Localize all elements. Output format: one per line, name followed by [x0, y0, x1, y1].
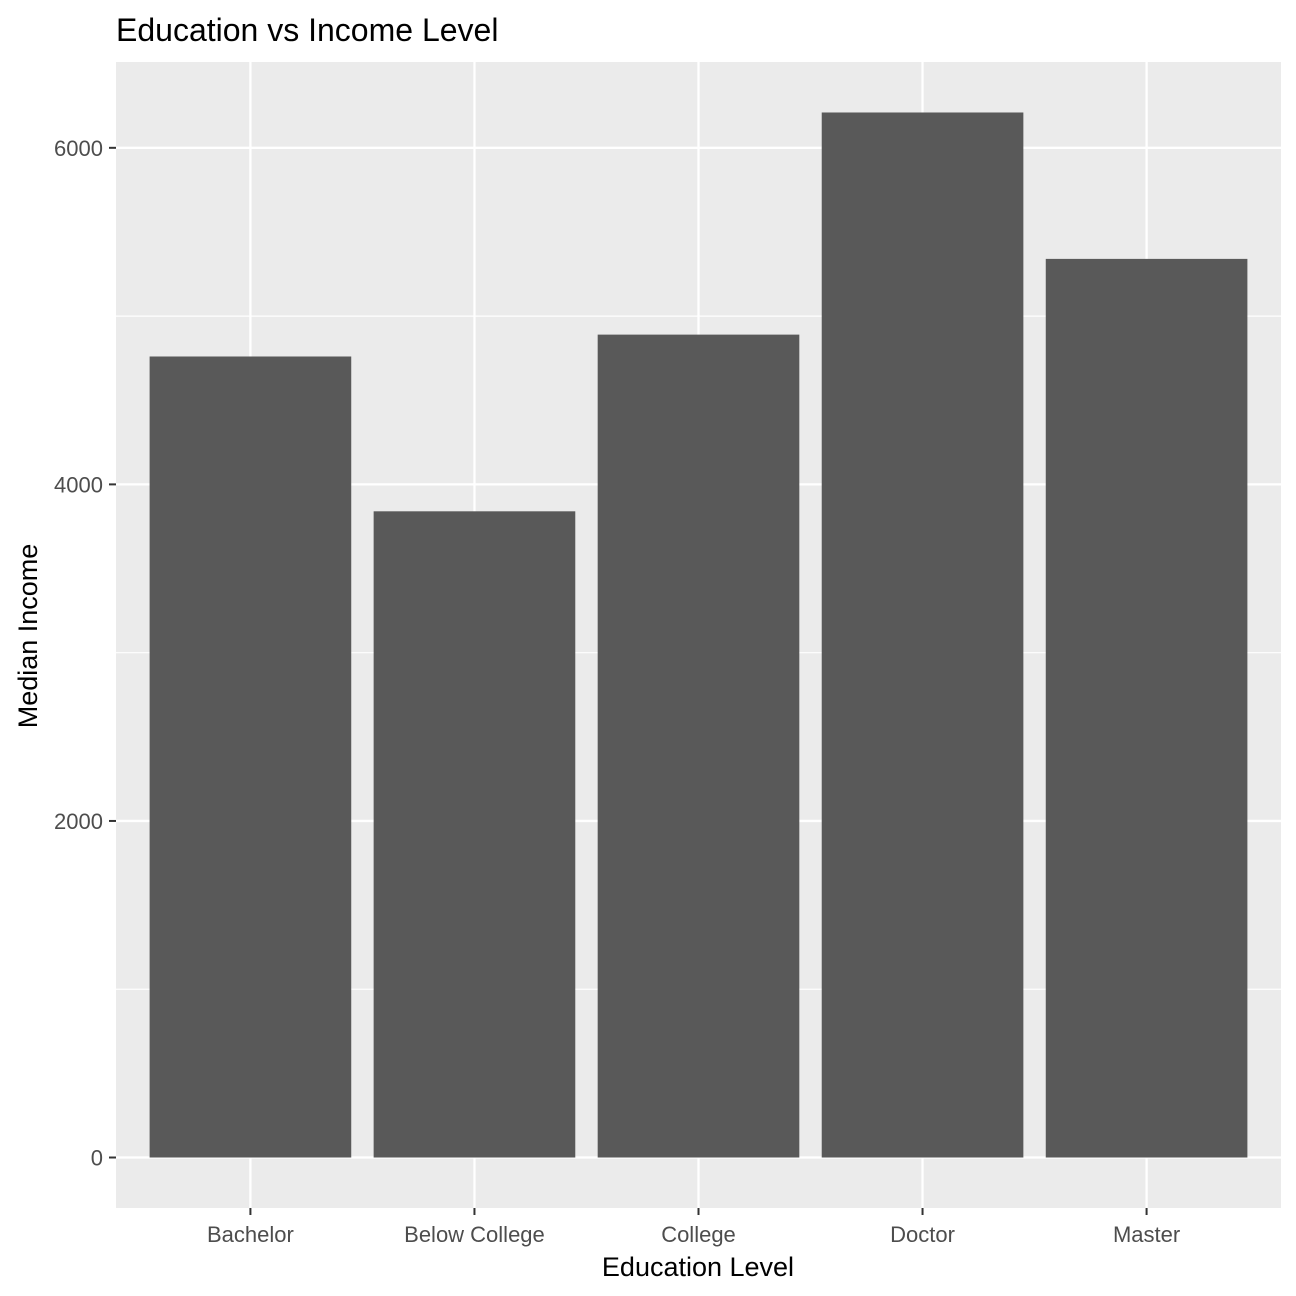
- bar-bachelor: [149, 356, 352, 1158]
- x-tick-label: Master: [1113, 1222, 1180, 1247]
- bar-master: [1045, 258, 1248, 1158]
- x-tick-label: Doctor: [890, 1222, 955, 1247]
- chart-title: Education vs Income Level: [116, 12, 498, 48]
- bar-below-college: [373, 511, 576, 1158]
- y-axis-title: Median Income: [13, 544, 43, 729]
- y-tick-label: 4000: [54, 472, 103, 497]
- x-tick-label: Below College: [404, 1222, 545, 1247]
- y-tick-label: 0: [91, 1146, 103, 1171]
- x-axis-title: Education Level: [602, 1252, 794, 1282]
- x-axis: Bachelor Below College College Doctor Master: [207, 1208, 1180, 1247]
- y-tick-label: 6000: [54, 136, 103, 161]
- x-tick-label: College: [661, 1222, 736, 1247]
- x-tick-label: Bachelor: [207, 1222, 294, 1247]
- y-tick-label: 2000: [54, 809, 103, 834]
- y-axis: 0 2000 4000 6000: [54, 136, 116, 1171]
- bars: [149, 112, 1248, 1158]
- bar-college: [597, 334, 800, 1158]
- bar-doctor: [821, 112, 1024, 1158]
